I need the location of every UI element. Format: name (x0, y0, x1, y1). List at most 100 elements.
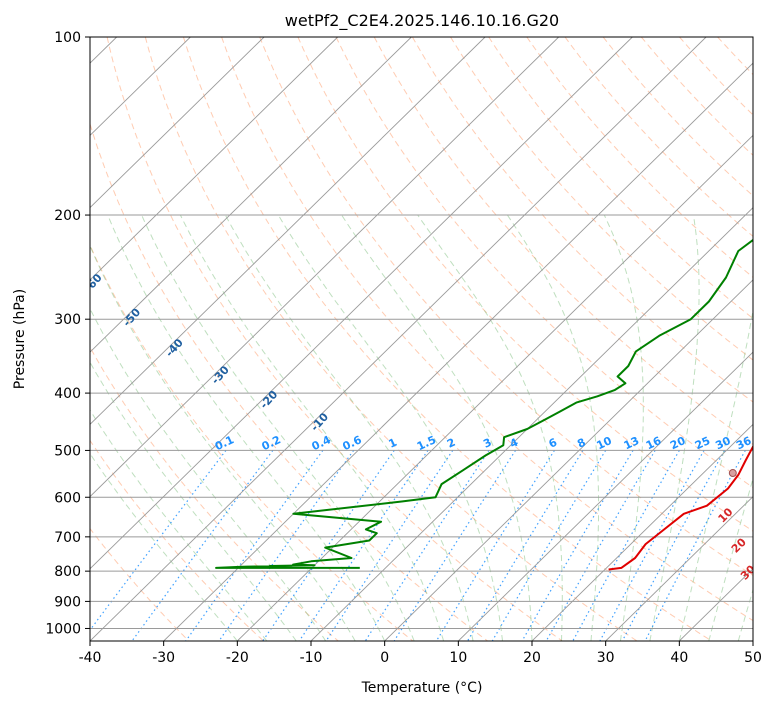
moist-adiabat-line (107, 214, 386, 641)
y-tick-label: 400 (54, 386, 81, 402)
moist-adiabat-label: 30 (738, 562, 758, 582)
dry-adiabat-line (90, 527, 190, 641)
moist-adiabat-line (179, 214, 445, 641)
dry-adiabat-line (602, 37, 753, 197)
mixing-ratio-line (262, 450, 395, 641)
mixing-ratio-label: 6 (547, 436, 560, 451)
mixing-ratio-line (599, 450, 705, 641)
mixing-ratio-label: 36 (734, 434, 754, 452)
dry-adiabat-label: -90 (9, 126, 32, 150)
y-tick-label: 100 (54, 30, 81, 46)
dry-adiabat-line (221, 37, 753, 622)
dry-adiabat-label: -100 (9, 48, 37, 77)
y-axis: 100 200 300 400 500 600 700 800 900 1000 (45, 30, 90, 637)
x-tick-label: 0 (380, 650, 389, 666)
x-tick-label: 10 (449, 650, 467, 666)
isotherm-line (90, 37, 486, 425)
y-tick-label: 700 (54, 530, 81, 546)
mixing-ratio-label: 10 (594, 434, 614, 452)
x-tick-label: 50 (744, 650, 762, 666)
dry-adiabat-line (106, 37, 563, 641)
mixing-ratio-line (364, 450, 490, 641)
lcl-marker (728, 469, 737, 478)
isotherm-line (90, 37, 707, 641)
isotherm-line (90, 37, 633, 570)
moist-adiabat-line (649, 214, 700, 641)
dry-adiabat-line (640, 37, 753, 156)
mixing-ratio-line (572, 450, 680, 641)
mixing-ratio-label: 25 (693, 434, 712, 452)
moist-adiabat-line (90, 244, 356, 641)
x-axis-label: Temperature (°C) (361, 680, 483, 696)
y-tick-label: 1000 (45, 621, 81, 637)
x-tick-label: 30 (597, 650, 615, 666)
moist-adiabat-line (277, 214, 503, 641)
dry-adiabat-line (373, 37, 753, 446)
isotherm-line (531, 423, 753, 641)
chart-title: wetPf2_C2E4.2025.146.10.16.G20 (285, 11, 559, 31)
y-tick-label: 300 (54, 312, 81, 328)
dry-adiabat-label: -10 (308, 410, 331, 434)
isotherm-line (605, 495, 753, 641)
y-axis-label: Pressure (hPa) (12, 289, 28, 389)
dry-adiabat-line (411, 37, 753, 403)
isotherm-line (752, 640, 753, 641)
mixing-ratio-line (521, 450, 634, 641)
x-tick-label: -20 (226, 650, 249, 666)
mixing-ratio-label: 1 (387, 436, 399, 451)
dry-adiabat-label: -20 (257, 388, 280, 412)
y-tick-label: 600 (54, 490, 81, 506)
moist-adiabat-label: 10 (716, 505, 736, 525)
isotherm-line (236, 134, 753, 641)
isotherm-line (90, 37, 412, 353)
moist-adiabat-line (90, 361, 297, 641)
x-tick-label: 40 (670, 650, 688, 666)
y-tick-label: 200 (54, 208, 81, 224)
x-tick-label: -30 (152, 650, 175, 666)
dry-adiabat-line (679, 37, 753, 116)
x-tick-label: 20 (523, 650, 541, 666)
mixing-ratio-label: 2 (445, 436, 457, 451)
moist-adiabat-line (417, 214, 563, 641)
y-tick-label: 900 (54, 594, 81, 610)
mixing-ratio-line (298, 450, 429, 641)
moist-adiabat-line (90, 409, 268, 641)
x-tick-label: -10 (300, 650, 323, 666)
moist-adiabat-line (506, 214, 600, 641)
dry-adiabat-line (182, 37, 712, 641)
dry-adiabat-label: -70 (49, 231, 72, 255)
moist-adiabat-line (141, 214, 415, 641)
temperature-trace (608, 444, 753, 571)
isotherm-line (678, 568, 753, 641)
moist-adiabat-label: 40 (750, 587, 770, 607)
line-labels: -100-90-80-70-60-50-40-30-20-100.1 0.2 0.4… (9, 48, 770, 607)
mixing-ratio-line (621, 450, 726, 641)
mixing-ratio-line (90, 450, 227, 632)
mixing-ratio-line (131, 450, 274, 641)
mixing-ratio-label: 20 (668, 434, 688, 452)
dry-adiabat-label: -50 (120, 306, 143, 330)
mixing-ratio-label: 30 (713, 434, 733, 452)
dry-adiabat-line (144, 37, 638, 641)
mixing-ratio-line (545, 450, 656, 641)
mixing-ratio-label: 16 (644, 434, 664, 452)
plot-frame (89, 36, 754, 642)
isotherm-line (310, 207, 753, 641)
dry-adiabat-label: -60 (82, 271, 105, 295)
isotherm-line (90, 37, 560, 498)
x-tick-label: -40 (79, 650, 102, 666)
mixing-ratio-line (393, 450, 517, 641)
x-axis: -40 -30 -20 -10 0 10 20 30 40 50 (79, 641, 762, 666)
isotherm-line (90, 37, 265, 209)
mixing-ratio-line (466, 450, 584, 641)
moist-adiabat-line (341, 214, 533, 641)
dry-adiabat-line (450, 37, 753, 361)
isotherm-line (384, 279, 753, 641)
plot-area (90, 37, 775, 641)
dry-adiabat-line (297, 37, 753, 532)
moist-adiabat-line (224, 214, 474, 641)
isotherm-line (90, 37, 191, 137)
dry-adiabat-label: -80 (23, 184, 46, 208)
dry-adiabat-line (756, 37, 775, 641)
dry-adiabat-label: -40 (163, 336, 186, 360)
